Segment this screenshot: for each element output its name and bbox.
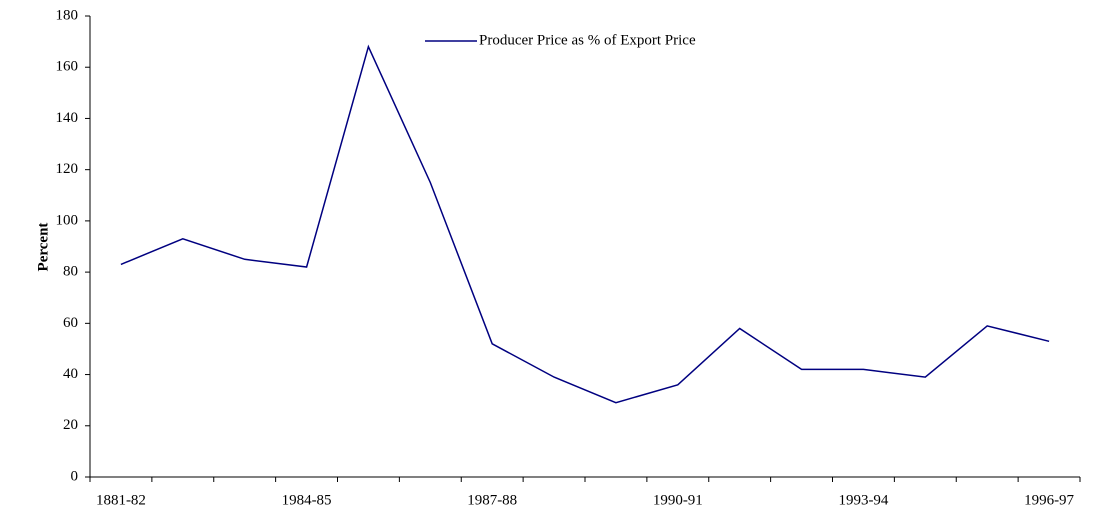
x-tick-label: 1987-88 bbox=[467, 492, 517, 508]
y-tick-label: 40 bbox=[63, 366, 78, 382]
legend-label: Producer Price as % of Export Price bbox=[479, 32, 696, 48]
y-axis-label: Percent bbox=[35, 223, 51, 272]
y-tick-label: 0 bbox=[71, 468, 79, 484]
x-tick-label: 1881-82 bbox=[96, 492, 146, 508]
x-tick-label: 1996-97 bbox=[1024, 492, 1074, 508]
x-tick-label: 1984-85 bbox=[282, 492, 332, 508]
y-tick-label: 20 bbox=[63, 417, 78, 433]
data-line bbox=[120, 44, 1050, 404]
y-tick-label: 160 bbox=[56, 59, 79, 75]
y-tick-label: 140 bbox=[56, 110, 79, 126]
y-tick-label: 60 bbox=[63, 315, 78, 331]
x-tick-label: 1993-94 bbox=[838, 492, 888, 508]
y-tick-label: 100 bbox=[56, 212, 79, 228]
y-tick-label: 80 bbox=[63, 264, 78, 280]
y-tick-label: 180 bbox=[56, 7, 79, 23]
y-tick-label: 120 bbox=[56, 161, 79, 177]
x-tick-label: 1990-91 bbox=[653, 492, 703, 508]
